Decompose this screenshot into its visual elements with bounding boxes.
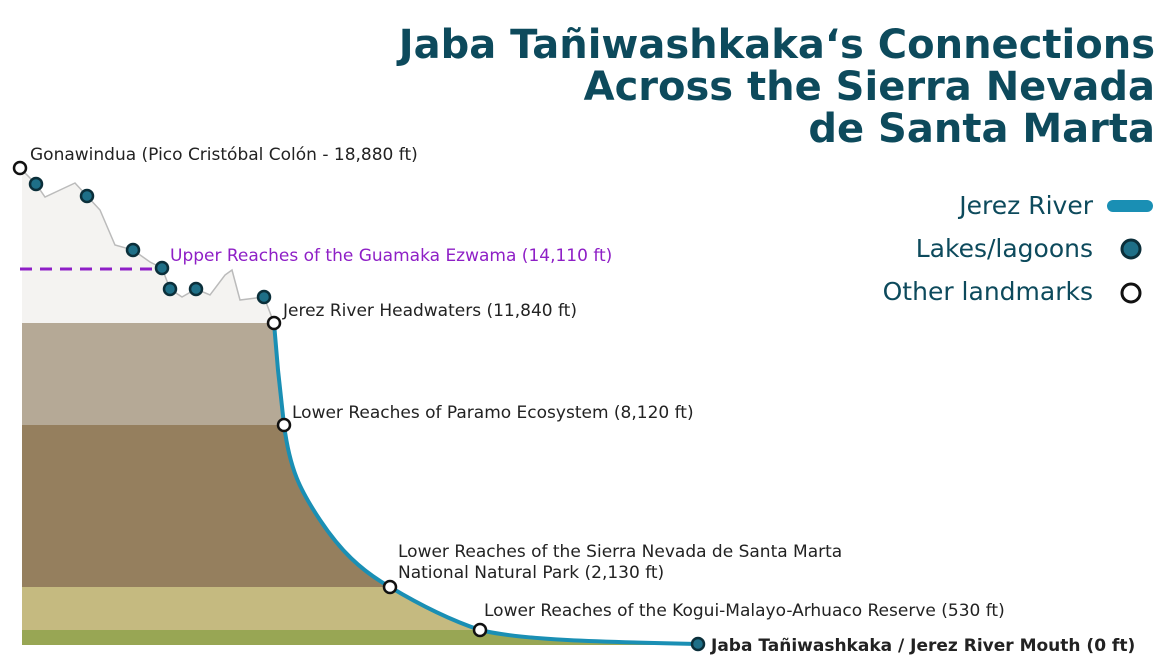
lake bbox=[162, 281, 178, 297]
lake-markers bbox=[28, 176, 706, 652]
label: Upper Reaches of the Guamaka Ezwama (14,… bbox=[170, 246, 612, 266]
lake bbox=[690, 636, 706, 652]
landmark bbox=[12, 160, 28, 176]
landmark bbox=[472, 622, 488, 638]
title: Across the Sierra Nevada bbox=[584, 64, 1155, 110]
label: Jerez River Headwaters (11,840 ft) bbox=[282, 301, 577, 321]
legend-label: Lakes/lagoons bbox=[916, 234, 1093, 263]
title: Jaba Tañiwashkaka‘s Connections bbox=[396, 22, 1155, 68]
legend-label: Jerez River bbox=[957, 191, 1093, 220]
label: Jaba Tañiwashkaka / Jerez River Mouth (0… bbox=[710, 636, 1135, 656]
legend-label: Other landmarks bbox=[883, 277, 1093, 306]
mountain-profile bbox=[22, 168, 274, 323]
lake bbox=[256, 289, 272, 305]
label: National Natural Park (2,130 ft) bbox=[398, 563, 664, 583]
title: de Santa Marta bbox=[808, 106, 1155, 152]
label: Lower Reaches of Paramo Ecosystem (8,120… bbox=[292, 403, 694, 423]
lake bbox=[28, 176, 44, 192]
label: Lower Reaches of the Sierra Nevada de Sa… bbox=[398, 542, 842, 562]
lake bbox=[125, 242, 141, 258]
landmark bbox=[382, 579, 398, 595]
band-mask bbox=[274, 320, 704, 646]
landmark bbox=[266, 315, 282, 331]
lake bbox=[154, 260, 170, 276]
landmark bbox=[276, 417, 292, 433]
label: Lower Reaches of the Kogui-Malayo-Arhuac… bbox=[484, 601, 1005, 621]
legend-lake bbox=[1120, 238, 1142, 260]
landmark-markers bbox=[12, 160, 488, 638]
label: Gonawindua (Pico Cristóbal Colón - 18,88… bbox=[30, 145, 418, 165]
legend-landmark bbox=[1120, 282, 1142, 304]
lake bbox=[79, 188, 95, 204]
lake bbox=[188, 281, 204, 297]
